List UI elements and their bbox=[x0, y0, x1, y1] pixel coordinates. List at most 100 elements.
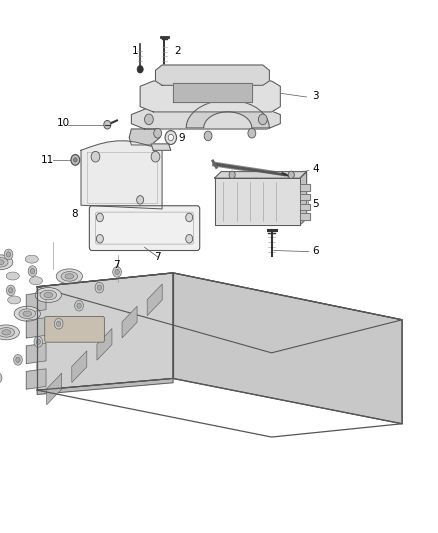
Ellipse shape bbox=[65, 273, 74, 279]
Circle shape bbox=[36, 339, 40, 344]
Circle shape bbox=[115, 269, 119, 274]
Polygon shape bbox=[215, 172, 307, 178]
Circle shape bbox=[7, 285, 15, 296]
Circle shape bbox=[30, 269, 35, 274]
Polygon shape bbox=[147, 284, 162, 316]
Circle shape bbox=[34, 336, 42, 347]
Text: 4: 4 bbox=[312, 165, 319, 174]
Polygon shape bbox=[300, 213, 310, 220]
Text: 10: 10 bbox=[57, 118, 70, 127]
Ellipse shape bbox=[0, 257, 8, 267]
Ellipse shape bbox=[40, 290, 57, 300]
Polygon shape bbox=[72, 351, 87, 383]
Polygon shape bbox=[155, 65, 269, 85]
Circle shape bbox=[9, 288, 13, 293]
Circle shape bbox=[288, 171, 294, 179]
Circle shape bbox=[229, 171, 235, 179]
Circle shape bbox=[74, 158, 77, 162]
Circle shape bbox=[71, 155, 80, 165]
Circle shape bbox=[0, 373, 2, 383]
Polygon shape bbox=[26, 343, 46, 364]
Ellipse shape bbox=[44, 293, 53, 298]
Circle shape bbox=[14, 354, 22, 365]
Polygon shape bbox=[300, 194, 310, 200]
Ellipse shape bbox=[0, 325, 19, 340]
Ellipse shape bbox=[0, 328, 14, 337]
Circle shape bbox=[77, 303, 81, 308]
Ellipse shape bbox=[25, 255, 39, 263]
Circle shape bbox=[151, 151, 160, 162]
Polygon shape bbox=[129, 129, 160, 145]
Circle shape bbox=[57, 321, 61, 326]
Text: 8: 8 bbox=[71, 209, 78, 219]
Text: 11: 11 bbox=[41, 155, 54, 165]
Ellipse shape bbox=[19, 309, 35, 319]
Ellipse shape bbox=[23, 311, 32, 317]
Text: 9: 9 bbox=[178, 133, 185, 142]
Ellipse shape bbox=[61, 271, 78, 281]
Polygon shape bbox=[173, 83, 252, 102]
Text: 7: 7 bbox=[154, 252, 161, 262]
Polygon shape bbox=[37, 273, 173, 390]
Circle shape bbox=[96, 235, 103, 243]
Polygon shape bbox=[26, 369, 46, 389]
Polygon shape bbox=[300, 172, 307, 225]
Circle shape bbox=[95, 282, 104, 293]
Circle shape bbox=[137, 66, 143, 73]
Circle shape bbox=[165, 131, 177, 144]
Ellipse shape bbox=[0, 255, 13, 270]
Text: 2: 2 bbox=[174, 46, 181, 55]
Ellipse shape bbox=[2, 330, 11, 335]
Polygon shape bbox=[37, 273, 402, 353]
Polygon shape bbox=[151, 144, 171, 150]
Polygon shape bbox=[140, 81, 280, 112]
FancyBboxPatch shape bbox=[45, 317, 104, 342]
Polygon shape bbox=[131, 109, 280, 129]
Ellipse shape bbox=[14, 306, 40, 321]
Ellipse shape bbox=[8, 296, 21, 304]
Circle shape bbox=[154, 128, 162, 138]
Polygon shape bbox=[173, 273, 402, 424]
Polygon shape bbox=[300, 184, 310, 191]
Circle shape bbox=[54, 318, 63, 329]
Text: 3: 3 bbox=[312, 91, 319, 101]
Circle shape bbox=[104, 120, 111, 129]
Circle shape bbox=[97, 285, 102, 290]
Circle shape bbox=[16, 357, 20, 362]
Circle shape bbox=[7, 252, 11, 257]
Polygon shape bbox=[47, 373, 62, 405]
Text: 5: 5 bbox=[312, 199, 319, 208]
Text: 6: 6 bbox=[312, 246, 319, 255]
Circle shape bbox=[258, 114, 267, 125]
Text: 7: 7 bbox=[113, 261, 120, 270]
Ellipse shape bbox=[6, 272, 19, 280]
Ellipse shape bbox=[0, 260, 4, 265]
Circle shape bbox=[145, 114, 153, 125]
Text: 1: 1 bbox=[131, 46, 138, 55]
Circle shape bbox=[137, 196, 144, 204]
Polygon shape bbox=[300, 204, 310, 210]
Circle shape bbox=[186, 213, 193, 222]
Polygon shape bbox=[26, 318, 46, 338]
Circle shape bbox=[248, 128, 256, 138]
Circle shape bbox=[91, 151, 100, 162]
Circle shape bbox=[113, 266, 121, 277]
Circle shape bbox=[96, 213, 103, 222]
Polygon shape bbox=[97, 328, 112, 360]
Circle shape bbox=[4, 249, 13, 260]
Ellipse shape bbox=[56, 269, 82, 284]
Polygon shape bbox=[81, 141, 162, 209]
Circle shape bbox=[168, 134, 173, 141]
Ellipse shape bbox=[29, 277, 42, 285]
Ellipse shape bbox=[35, 288, 61, 303]
Polygon shape bbox=[122, 306, 137, 338]
Circle shape bbox=[28, 266, 37, 277]
Circle shape bbox=[204, 131, 212, 141]
Polygon shape bbox=[26, 292, 46, 312]
Polygon shape bbox=[215, 178, 300, 225]
Circle shape bbox=[186, 235, 193, 243]
Polygon shape bbox=[37, 378, 173, 394]
FancyBboxPatch shape bbox=[89, 206, 200, 251]
Polygon shape bbox=[186, 100, 269, 128]
Circle shape bbox=[75, 300, 83, 311]
